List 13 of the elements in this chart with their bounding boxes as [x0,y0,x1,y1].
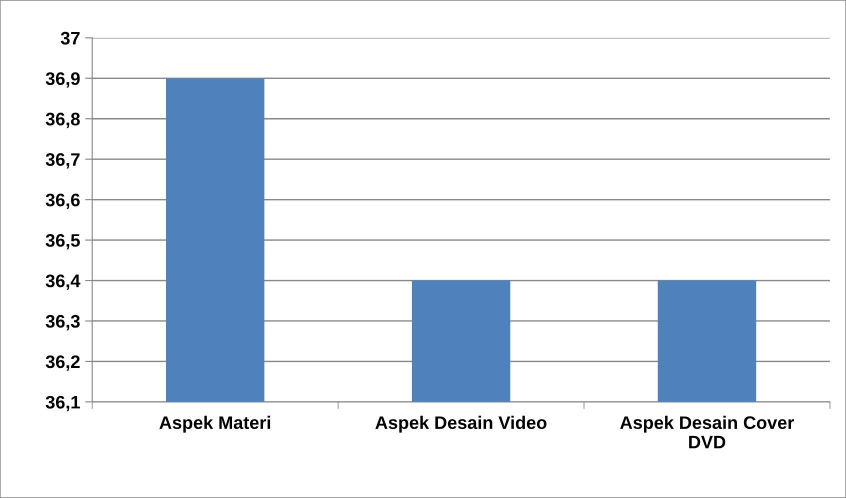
y-tick-label: 36,5 [46,234,80,250]
y-tick-label: 36,8 [46,112,80,128]
y-tick-label: 36,1 [46,396,80,412]
y-tick-label: 36,6 [46,194,80,209]
y-tick-label: 36,2 [46,355,80,371]
y-tick-label: 36,4 [46,274,80,290]
y-tick-label: 36,7 [46,153,80,169]
x-tick-label: Aspek Desain Cover DVD [620,416,794,448]
x-tick-label: Aspek Desain Video [375,416,547,433]
y-tick-label: 37 [60,32,80,45]
y-tick-label: 36,9 [46,72,80,88]
x-tick-label: Aspek Materi [159,416,270,433]
y-tick-label: 36,3 [46,314,80,330]
